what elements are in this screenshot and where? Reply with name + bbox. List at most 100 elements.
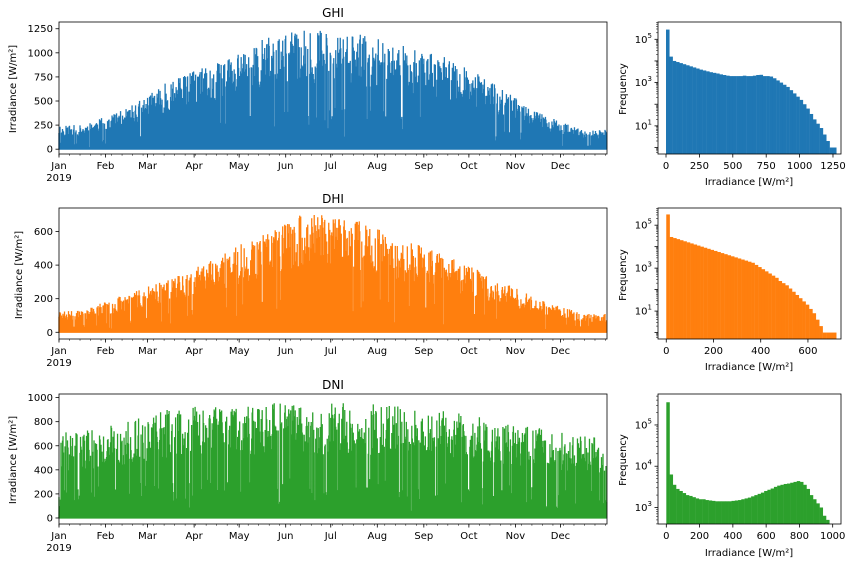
- y-tick-label-dni-ts-2: 400: [34, 465, 53, 476]
- hist-bar-dni-hist-3: [676, 488, 680, 524]
- hist-bar-dhi-hist-46: [822, 332, 827, 339]
- hist-bar-dhi-hist-36: [788, 288, 793, 339]
- hist-bar-dhi-hist-33: [778, 281, 783, 339]
- hist-bar-dhi-hist-15: [717, 252, 721, 339]
- y-tick-label-ghi-hist-0: 101: [635, 118, 652, 132]
- hist-bar-ghi-hist-29: [762, 76, 767, 154]
- x-tick-label-ghi-ts-6: Jul: [324, 161, 337, 172]
- hist-bar-ghi-hist-20: [732, 76, 737, 154]
- hist-bar-ghi-hist-9: [696, 68, 700, 154]
- x-tick-label-ghi-ts-5: Jun: [277, 161, 294, 172]
- hist-bar-dni-hist-16: [718, 501, 722, 524]
- hist-bar-dni-hist-36: [783, 483, 788, 524]
- hist-bar-ghi-hist-16: [719, 74, 723, 154]
- hist-bar-dni-hist-41: [800, 481, 804, 524]
- hist-bar-dni-hist-0: [666, 402, 670, 524]
- hist-bar-dhi-hist-34: [781, 283, 786, 339]
- hist-bar-ghi-hist-31: [769, 76, 774, 154]
- y-tick-label-dhi-ts-2: 400: [34, 261, 53, 272]
- axes-frame-ghi-hist: [657, 21, 842, 155]
- hist-bar-ghi-hist-50: [832, 147, 837, 154]
- x-tick-label-ghi-hist-3: 750: [757, 161, 776, 172]
- dni-title: DNI: [322, 378, 344, 392]
- hist-bar-dni-hist-29: [760, 492, 765, 524]
- hist-bar-dni-hist-28: [757, 493, 762, 524]
- x-tick-label-dni-hist-4: 800: [790, 531, 809, 542]
- hist-bar-dni-hist-31: [767, 489, 771, 524]
- ghi-plot-area: 0 250 500 750 1000 1250 Jan Feb Mar Apr May Jun Jul A…: [28, 21, 608, 184]
- x-year-label-dni-ts: 2019: [46, 543, 71, 554]
- x-tick-label-ghi-ts-2: Mar: [138, 161, 158, 172]
- x-tick-label-dni-ts-1: Feb: [97, 531, 115, 542]
- hist-bar-dhi-hist-31: [771, 275, 776, 339]
- y-tick-label-dhi-ts-3: 600: [34, 227, 53, 238]
- hist-bar-dhi-hist-20: [734, 257, 738, 339]
- hist-bar-ghi-hist-36: [786, 86, 790, 154]
- hist-bar-dni-hist-14: [711, 500, 716, 524]
- x-tick-label-dni-hist-3: 600: [757, 531, 776, 542]
- x-tick-label-dhi-ts-4: May: [229, 346, 250, 357]
- y-tick-label-ghi-hist-1: 103: [635, 75, 652, 89]
- ghi-hist-xlabel: Irradiance [W/m²]: [705, 177, 793, 188]
- hist-bar-ghi-hist-6: [686, 65, 690, 154]
- hist-bar-dhi-hist-26: [754, 264, 759, 339]
- x-year-label-ghi-ts: 2019: [46, 173, 71, 184]
- hist-bar-ghi-hist-1: [669, 56, 673, 155]
- hist-bar-dhi-hist-41: [805, 304, 810, 339]
- y-tick-label-dhi-hist-0: 101: [635, 304, 652, 318]
- hist-bar-dhi-hist-1: [669, 236, 674, 339]
- ghi-hist-ylabel: Frequency: [618, 63, 629, 115]
- x-tick-label-dni-ts-2: Mar: [138, 531, 158, 542]
- hist-bar-dni-hist-7: [689, 495, 693, 524]
- hist-bar-ghi-hist-45: [816, 123, 820, 154]
- hist-bar-dhi-hist-10: [700, 246, 704, 339]
- hist-bar-dni-hist-10: [698, 499, 703, 524]
- hist-bar-dhi-hist-30: [768, 273, 772, 339]
- hist-bar-ghi-hist-22: [739, 76, 744, 154]
- x-tick-label-ghi-ts-4: May: [229, 161, 250, 172]
- x-tick-label-ghi-ts-9: Oct: [460, 161, 477, 172]
- hist-bar-ghi-hist-18: [726, 75, 730, 154]
- hist-bar-dni-hist-38: [790, 482, 794, 524]
- hist-bar-ghi-hist-33: [776, 80, 780, 154]
- dhi-histogram-chart: Frequency Irradiance [W/m²] 101 103 105 0 20…: [618, 207, 842, 373]
- hist-bar-ghi-hist-28: [759, 74, 764, 154]
- hist-bar-ghi-hist-10: [699, 69, 703, 154]
- hist-bar-dhi-hist-47: [826, 332, 830, 339]
- hist-bar-ghi-hist-40: [799, 99, 804, 154]
- hist-bar-ghi-hist-48: [826, 141, 830, 154]
- x-tick-label-ghi-hist-0: 0: [663, 161, 669, 172]
- dni-hist-plot-area: 103 104 105 0 200 400 600 800 1000: [635, 393, 845, 542]
- y-tick-label-dni-ts-1: 200: [34, 489, 53, 500]
- y-tick-label-dni-ts-3: 600: [34, 441, 53, 452]
- x-tick-label-dni-ts-9: Oct: [460, 531, 477, 542]
- hist-bar-ghi-hist-7: [689, 66, 693, 154]
- hist-bar-ghi-hist-2: [672, 60, 677, 155]
- hist-bar-ghi-hist-23: [742, 75, 747, 154]
- hist-bar-dhi-hist-45: [819, 326, 823, 339]
- axes-frame-dhi-hist: [657, 207, 842, 340]
- hist-bar-dni-hist-21: [734, 500, 739, 524]
- y-tick-label-ghi-ts-4: 1000: [28, 48, 53, 59]
- hist-bar-dhi-hist-49: [832, 332, 837, 339]
- x-tick-label-dhi-ts-7: Aug: [368, 346, 388, 357]
- x-tick-label-ghi-ts-8: Sep: [414, 161, 433, 172]
- x-tick-label-dhi-ts-3: Apr: [185, 346, 203, 357]
- y-tick-label-dni-ts-4: 800: [34, 417, 53, 428]
- hist-bar-dni-hist-30: [764, 490, 768, 524]
- x-tick-label-ghi-hist-5: 1250: [820, 161, 845, 172]
- y-tick-label-dhi-hist-2: 105: [635, 218, 652, 232]
- hist-bar-dni-hist-45: [813, 499, 817, 524]
- hist-bar-dhi-hist-8: [693, 244, 698, 339]
- hist-bar-dni-hist-1: [669, 474, 674, 524]
- x-tick-label-dhi-ts-0: Jan: [50, 346, 66, 357]
- hist-bar-dni-hist-13: [708, 500, 713, 524]
- y-tick-label-dni-ts-5: 1000: [28, 393, 53, 404]
- hist-bar-dhi-hist-5: [683, 241, 687, 339]
- x-tick-label-dhi-ts-6: Jul: [324, 346, 337, 357]
- hist-bar-ghi-hist-19: [729, 76, 733, 154]
- hist-bar-dni-hist-42: [803, 484, 807, 524]
- hist-bar-ghi-hist-3: [676, 62, 680, 154]
- x-tick-label-ghi-ts-11: Dec: [551, 161, 570, 172]
- hist-bar-dni-hist-12: [705, 500, 709, 524]
